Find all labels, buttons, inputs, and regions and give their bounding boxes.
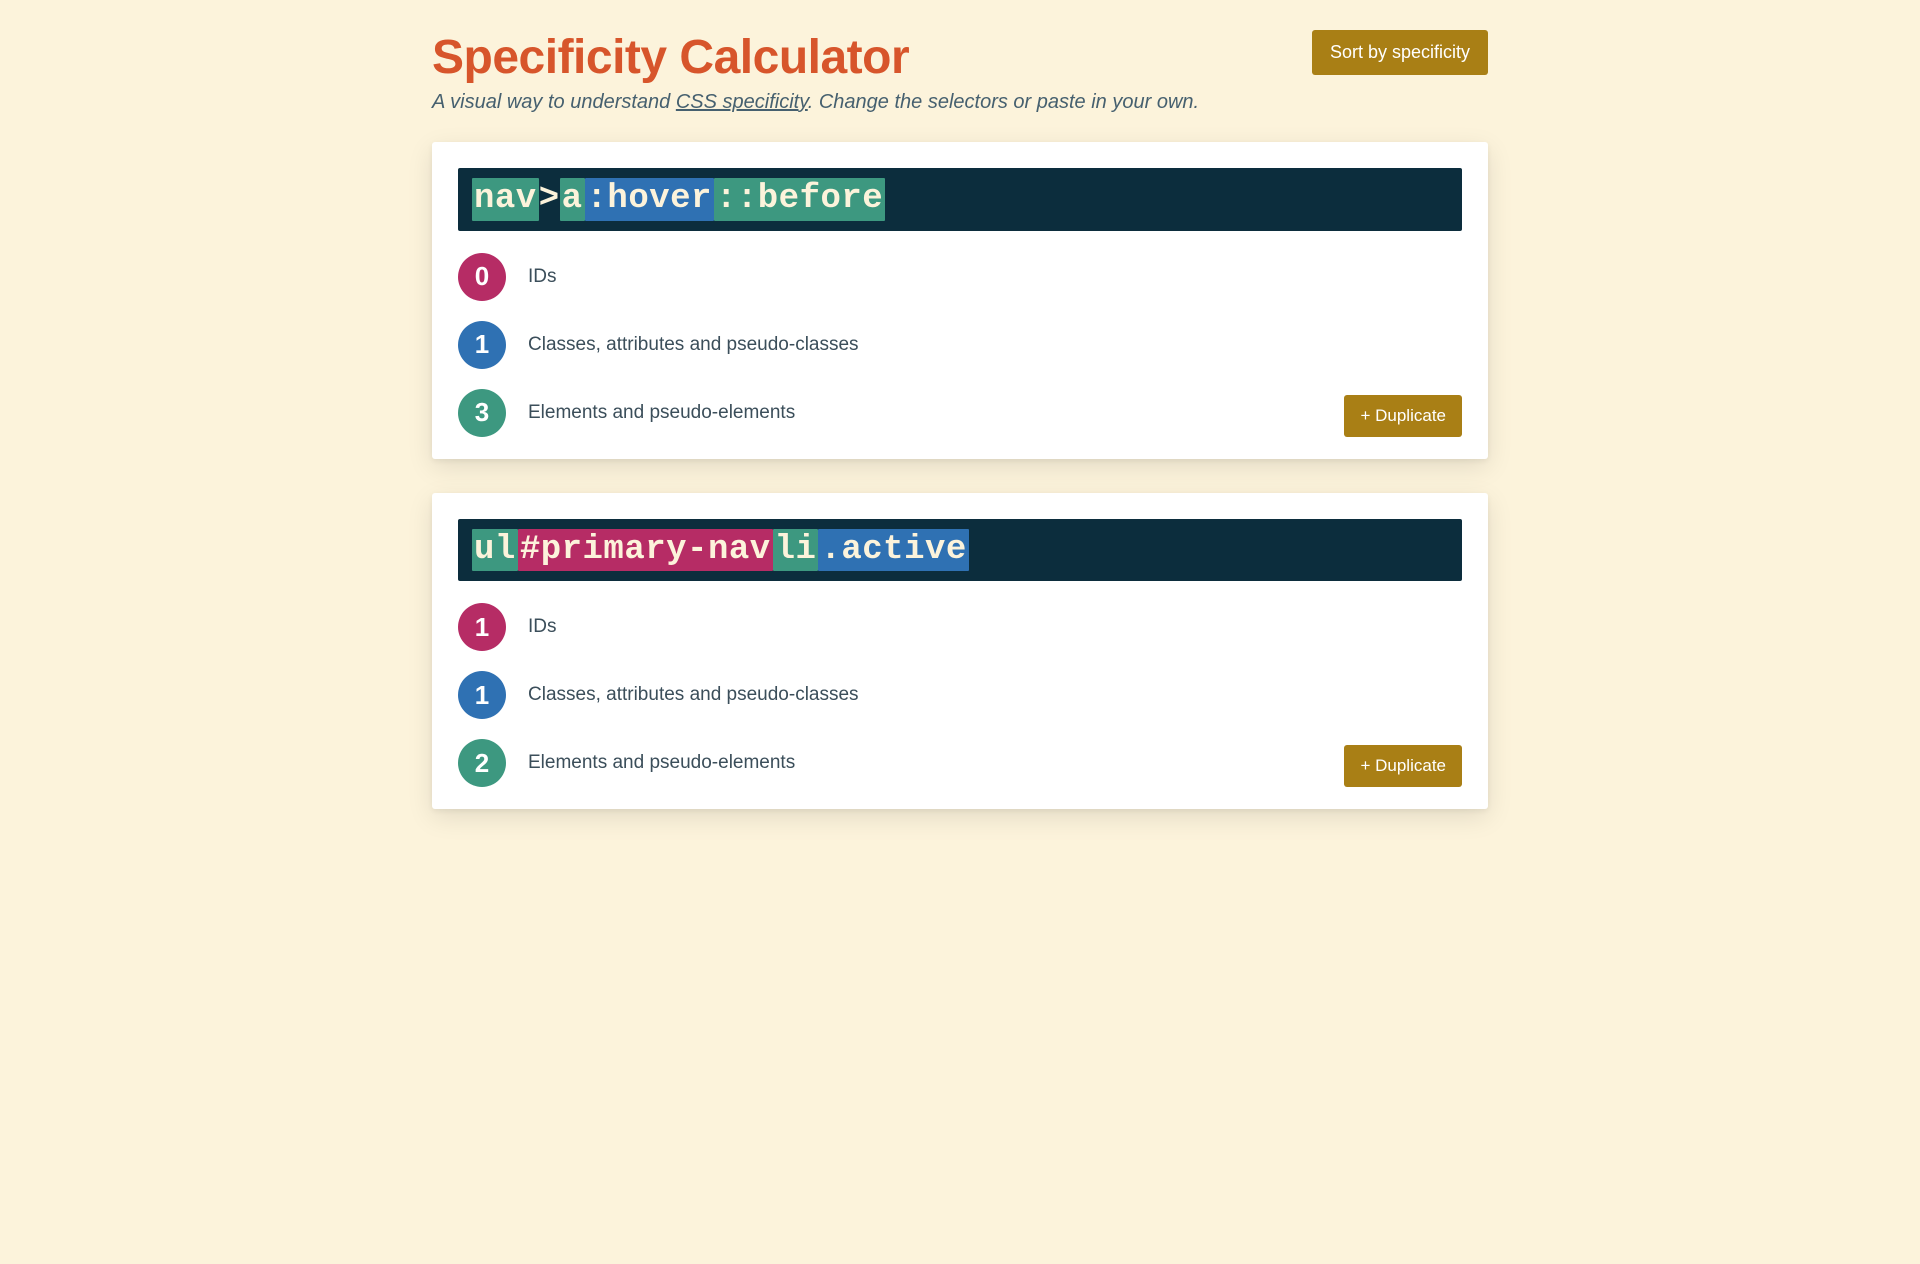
selector-card: ul#primary-nav li.active 1 IDs 1 Classes, at… xyxy=(432,493,1488,810)
sort-by-specificity-button[interactable]: Sort by specificity xyxy=(1312,30,1488,75)
score-ids-row: 1 IDs xyxy=(458,603,1462,651)
score-ids-badge: 0 xyxy=(458,253,506,301)
score-elements-label: Elements and pseudo-elements xyxy=(528,752,795,774)
subtitle-text-after: . Change the selectors or paste in your … xyxy=(808,91,1199,113)
score-ids-row: 0 IDs xyxy=(458,253,1462,301)
score-classes-label: Classes, attributes and pseudo-classes xyxy=(528,334,859,356)
selector-token-element: a xyxy=(560,178,585,221)
selector-token-element: li xyxy=(773,529,819,572)
duplicate-button[interactable]: + Duplicate xyxy=(1344,745,1462,787)
score-classes-row: 1 Classes, attributes and pseudo-classes xyxy=(458,321,1462,369)
selector-input[interactable]: nav > a:hover::before xyxy=(458,168,1462,231)
subtitle-text-before: A visual way to understand xyxy=(432,91,676,113)
score-elements-label: Elements and pseudo-elements xyxy=(528,402,795,424)
score-elements-row: 2 Elements and pseudo-elements xyxy=(458,739,1462,787)
css-specificity-link[interactable]: CSS specificity xyxy=(676,91,808,113)
score-classes-row: 1 Classes, attributes and pseudo-classes xyxy=(458,671,1462,719)
score-classes-label: Classes, attributes and pseudo-classes xyxy=(528,684,859,706)
page-subtitle: A visual way to understand CSS specifici… xyxy=(432,91,1199,114)
score-elements-badge: 2 xyxy=(458,739,506,787)
selector-input[interactable]: ul#primary-nav li.active xyxy=(458,519,1462,582)
score-ids-badge: 1 xyxy=(458,603,506,651)
selector-token-element: ul xyxy=(472,529,518,572)
score-ids-label: IDs xyxy=(528,616,557,638)
selector-token-plain: > xyxy=(539,178,560,221)
selector-token-class: :hover xyxy=(585,178,714,221)
selector-token-element: ::before xyxy=(714,178,885,221)
selector-card: nav > a:hover::before0 IDs1 Classes, attri… xyxy=(432,142,1488,459)
duplicate-button[interactable]: + Duplicate xyxy=(1344,395,1462,437)
score-elements-row: 3 Elements and pseudo-elements xyxy=(458,389,1462,437)
page-title: Specificity Calculator xyxy=(432,30,1199,85)
score-elements-badge: 3 xyxy=(458,389,506,437)
selector-token-class: .active xyxy=(818,529,968,572)
score-classes-badge: 1 xyxy=(458,321,506,369)
selector-token-id: #primary-nav xyxy=(518,529,773,572)
selector-token-element: nav xyxy=(472,178,539,221)
score-classes-badge: 1 xyxy=(458,671,506,719)
score-ids-label: IDs xyxy=(528,266,557,288)
